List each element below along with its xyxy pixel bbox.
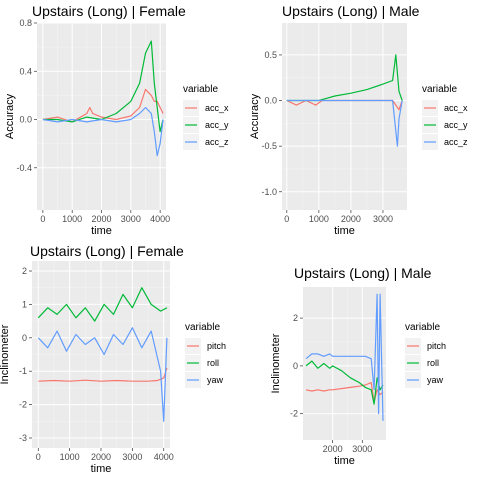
x-tick-label: 1000 <box>309 214 329 224</box>
y-tick-label: 1 <box>22 299 27 309</box>
x-tick-label: 3000 <box>373 214 393 224</box>
x-tick-label: 4000 <box>150 214 170 224</box>
chart-title: Upstairs (Long) | Female <box>30 243 184 259</box>
plot-panel <box>282 23 407 210</box>
y-tick-label: -3 <box>19 433 27 443</box>
x-tick-label: 4000 <box>154 452 174 462</box>
chart-3: Upstairs (Long) | Female -3 -2 -1 0 1 2 0 1000 20… <box>0 243 226 475</box>
y-tick-label: -1 <box>19 366 27 376</box>
x-tick-label: 2000 <box>91 452 111 462</box>
y-axis-title: Accuracy <box>249 93 261 139</box>
legend-label-pitch: pitch <box>427 341 446 351</box>
chart-title: Upstairs (Long) | Male <box>282 3 420 19</box>
legend-label-acc_y: acc_y <box>444 120 468 130</box>
y-tick-label: 0.5 <box>264 50 277 60</box>
y-axis-title: Inclinometer <box>270 333 282 393</box>
y-tick-label: -0.5 <box>261 141 277 151</box>
x-tick-label: 2000 <box>341 214 361 224</box>
x-tick-label: 2000 <box>323 444 343 454</box>
y-tick-label: 0 <box>22 333 27 343</box>
y-tick-label: 0.0 <box>264 96 277 106</box>
legend: variable acc_x acc_y acc_z <box>183 84 229 150</box>
y-tick-label: 0.8 <box>19 18 32 28</box>
x-tick-label: 3000 <box>352 444 372 454</box>
legend-label-yaw: yaw <box>207 375 224 385</box>
x-tick-label: 2000 <box>91 214 111 224</box>
x-axis-title: time <box>334 225 355 237</box>
chart-1: Upstairs (Long) | Female -0.4 0.0 0.4 0.8 0 10… <box>4 3 229 237</box>
y-axis-title: Inclinometer <box>0 324 11 384</box>
legend-title: variable <box>183 84 218 95</box>
legend-title: variable <box>185 322 220 333</box>
y-tick-label: 0.4 <box>19 66 32 76</box>
legend-title: variable <box>422 84 457 95</box>
chart-title: Upstairs (Long) | Female <box>32 3 186 19</box>
x-tick-label: 3000 <box>122 452 142 462</box>
legend: variable pitch roll yaw <box>185 322 226 388</box>
x-tick-label: 1000 <box>60 452 80 462</box>
legend: variable acc_x acc_y acc_z <box>422 84 468 150</box>
x-tick-label: 0 <box>40 214 45 224</box>
y-tick-label: 0 <box>293 361 298 371</box>
legend-label-acc_x: acc_x <box>205 103 229 113</box>
y-tick-label: 2 <box>293 313 298 323</box>
legend: variable pitch roll yaw <box>405 322 446 388</box>
chart-title: Upstairs (Long) | Male <box>294 265 432 281</box>
plot-panel <box>303 287 386 440</box>
x-tick-label: 1000 <box>62 214 82 224</box>
legend-label-acc_y: acc_y <box>205 120 229 130</box>
x-axis-title: time <box>334 455 355 467</box>
chart-2: Upstairs (Long) | Male -1.0 -0.5 0.0 0.5 0 100… <box>249 3 468 237</box>
legend-label-roll: roll <box>207 358 219 368</box>
legend-label-roll: roll <box>427 358 439 368</box>
legend-label-acc_z: acc_z <box>444 137 468 147</box>
x-tick-label: 0 <box>284 214 289 224</box>
legend-label-yaw: yaw <box>427 375 444 385</box>
legend-label-acc_z: acc_z <box>205 137 229 147</box>
y-tick-label: -1.0 <box>261 187 277 197</box>
x-axis-title: time <box>91 463 112 475</box>
x-axis-title: time <box>91 225 112 237</box>
y-tick-label: 0.0 <box>19 115 32 125</box>
y-tick-label: -2 <box>290 409 298 419</box>
x-tick-label: 3000 <box>121 214 141 224</box>
y-tick-label: -2 <box>19 400 27 410</box>
legend-label-pitch: pitch <box>207 341 226 351</box>
y-tick-label: -0.4 <box>16 163 32 173</box>
x-tick-label: 0 <box>36 452 41 462</box>
y-tick-label: 2 <box>22 266 27 276</box>
legend-title: variable <box>405 322 440 333</box>
legend-label-acc_x: acc_x <box>444 103 468 113</box>
y-axis-title: Accuracy <box>4 93 16 139</box>
